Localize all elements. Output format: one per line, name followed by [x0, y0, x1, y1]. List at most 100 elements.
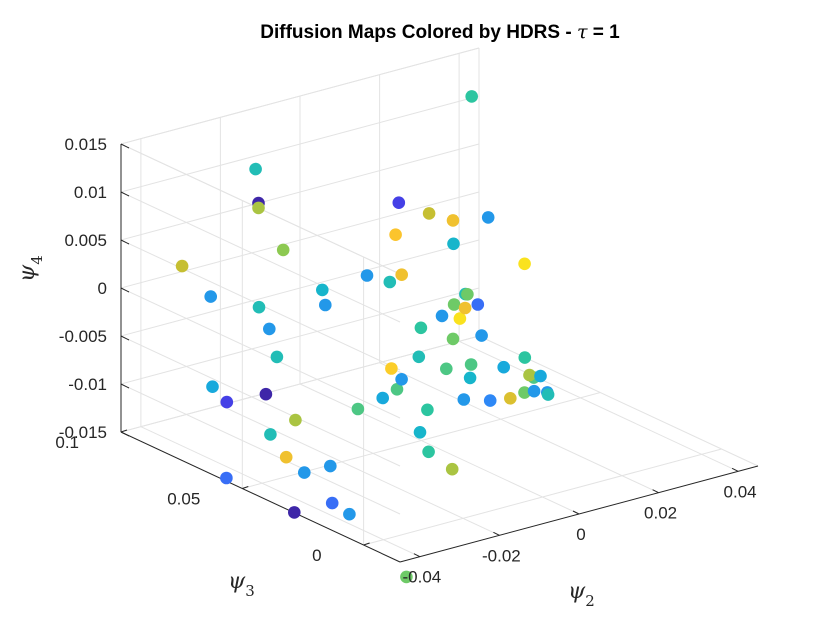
z-grid-line-back	[120, 287, 480, 385]
x-grid-line-floor	[299, 383, 580, 515]
x-tick-label: -0.04	[403, 568, 442, 587]
data-point	[541, 388, 555, 401]
y-axis-label: ψ3	[228, 569, 255, 600]
data-point	[220, 395, 234, 409]
data-point	[279, 450, 293, 464]
data-point	[422, 207, 436, 220]
x-tick-mark	[731, 467, 739, 472]
data-point	[276, 243, 290, 257]
y-tick-mark	[242, 486, 249, 489]
x-tick-label: 0	[576, 525, 585, 544]
x-grid-line-floor	[140, 426, 421, 558]
y-tick-mark	[120, 429, 128, 433]
data-point	[421, 403, 434, 417]
data-point	[343, 507, 356, 521]
data-point	[249, 162, 262, 176]
data-point	[385, 362, 398, 375]
data-point	[527, 384, 541, 398]
data-point	[458, 301, 472, 315]
data-point	[534, 369, 547, 383]
data-point	[288, 506, 301, 519]
data-point	[376, 391, 390, 405]
x-tick-mark	[572, 510, 580, 515]
x-tick-label: 0.02	[644, 504, 677, 523]
z-tick-mark	[120, 287, 130, 293]
data-point	[392, 196, 406, 209]
data-point	[463, 371, 477, 385]
x-axis-label: ψ2	[568, 579, 595, 610]
z-grid-line-back	[120, 239, 480, 337]
z-tick-mark	[120, 191, 130, 197]
data-point	[395, 268, 409, 282]
data-point	[264, 428, 277, 441]
y-axis-line	[120, 431, 401, 563]
data-points	[175, 90, 555, 584]
z-tick-label: 0	[98, 279, 107, 298]
data-point	[523, 368, 536, 382]
data-point	[175, 259, 189, 273]
x-grid-line-floor	[379, 362, 659, 494]
x-tick-mark	[413, 553, 421, 558]
z-tick-label: -0.005	[59, 327, 107, 346]
data-point	[360, 269, 374, 282]
x-tick-label: 0.04	[724, 482, 757, 501]
z-tick-label: 0.015	[64, 135, 107, 154]
data-point	[447, 237, 460, 251]
data-point	[464, 358, 478, 371]
data-point	[259, 387, 273, 401]
data-point	[252, 201, 265, 215]
y-tick-label: 0.1	[55, 433, 79, 452]
z-tick-mark	[120, 383, 130, 389]
x-tick-mark	[493, 531, 500, 536]
z-grid-line-back	[120, 143, 480, 241]
back-edge	[120, 47, 480, 145]
data-point	[518, 351, 532, 364]
data-point	[316, 283, 329, 297]
z-grid-line-back	[120, 95, 480, 193]
data-point	[298, 466, 311, 479]
data-point	[481, 211, 495, 224]
data-point	[445, 462, 459, 476]
data-point	[263, 322, 276, 336]
data-point	[289, 413, 302, 427]
tick-labels: -0.04 -0.02 0 0.02 0.04 0 0.05 0.1-0.015 -0.01 -0…	[55, 135, 756, 587]
z-grid-line-side	[120, 383, 401, 515]
data-point	[206, 380, 219, 394]
data-point	[446, 214, 460, 227]
z-axis-label: ψ4	[15, 255, 46, 282]
data-point	[414, 321, 428, 335]
y-tick-mark	[363, 542, 370, 546]
z-grid-line-side	[120, 335, 401, 467]
x-grid-line-floor	[458, 340, 739, 472]
z-grid-line-side	[120, 287, 401, 419]
data-point	[435, 309, 449, 323]
z-tick-mark	[120, 239, 130, 245]
data-point	[461, 288, 474, 301]
z-tick-mark	[120, 431, 130, 437]
data-point	[447, 298, 461, 311]
chart-title: Diffusion Maps Colored by HDRS - τ = 1	[260, 21, 620, 43]
data-point	[325, 496, 339, 510]
data-point	[457, 393, 471, 406]
data-point	[252, 300, 266, 314]
grid-lines	[120, 47, 759, 563]
data-point	[389, 228, 402, 241]
data-point	[422, 445, 435, 459]
data-point	[383, 275, 397, 289]
data-point	[351, 402, 365, 416]
data-point	[518, 257, 531, 271]
x-tick-label: -0.02	[482, 546, 521, 565]
data-point	[400, 570, 413, 584]
data-point	[390, 383, 404, 396]
x-tick-mark	[652, 489, 659, 494]
data-point	[446, 332, 460, 346]
data-point	[270, 350, 284, 364]
y-grid-line-floor	[363, 448, 722, 546]
data-point	[483, 394, 497, 407]
x-grid-line-floor	[220, 404, 500, 536]
data-point	[204, 290, 217, 303]
data-point	[453, 312, 467, 325]
axis-lines	[120, 143, 759, 563]
